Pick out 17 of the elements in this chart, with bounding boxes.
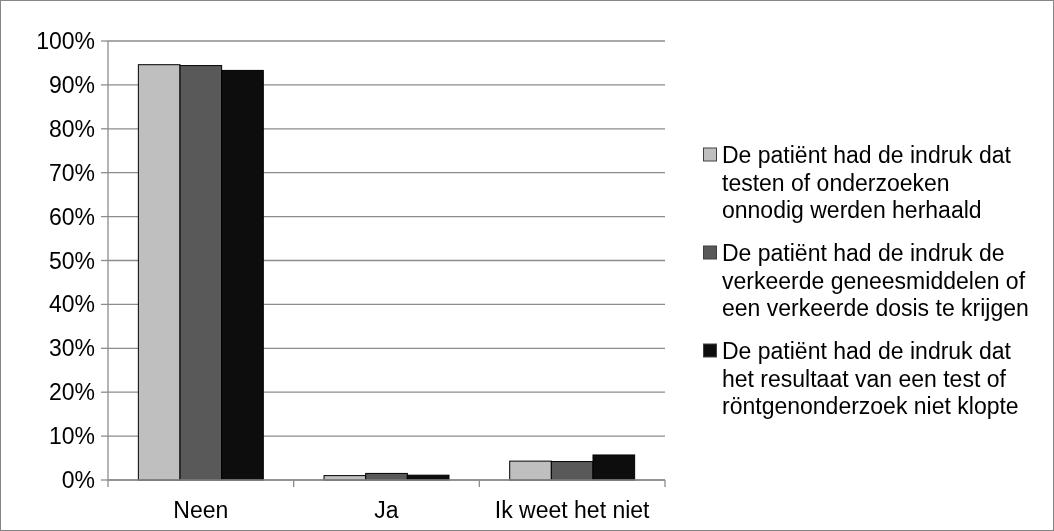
legend-label: De patiënt had de indruk dat het resultaat van een test of röntgenonderzoek niet klopte — [722, 338, 1019, 420]
y-tick-label: 100% — [36, 28, 95, 55]
y-tick-label: 20% — [48, 379, 95, 406]
y-tick-label: 40% — [48, 291, 95, 318]
legend-label: De patiënt had de indruk de verkeerde geneesmiddelen of een verkeerde dosis te krijgen — [722, 240, 1029, 322]
x-tick-label: Neen — [173, 497, 229, 523]
y-tick-label: 70% — [48, 159, 95, 186]
y-tick-label: 0% — [61, 467, 95, 494]
y-tick-label: 60% — [48, 203, 95, 230]
legend-label: De patiënt had de indruk dat testen of onderzoeken onnodig werden herhaald — [722, 142, 1012, 224]
y-tick-label: 30% — [48, 335, 95, 362]
y-tick-label: 90% — [48, 71, 95, 98]
x-tick-label: Ja — [374, 497, 399, 523]
x-tick-label: Ik weet het niet — [494, 497, 651, 523]
y-tick-label: 50% — [48, 247, 95, 274]
y-tick-label: 10% — [48, 423, 95, 450]
y-tick-label: 80% — [48, 115, 95, 142]
